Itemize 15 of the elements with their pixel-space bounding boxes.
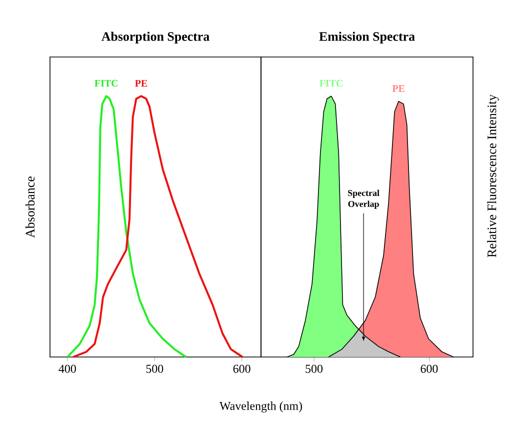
series-label: PE — [135, 80, 148, 87]
annotation: Spectral Overlap — [348, 190, 380, 209]
series-label: FITC — [94, 80, 118, 87]
x-tick-label: 500 — [306, 364, 323, 373]
x-axis-title: Wavelength (nm) — [220, 402, 302, 412]
chart-title: Emission Spectra — [319, 32, 415, 44]
x-tick-label: 600 — [233, 364, 250, 373]
y-axis-title: Absorbance — [25, 176, 35, 238]
x-tick-label: 400 — [58, 364, 76, 373]
x-tick-label: 500 — [146, 364, 164, 373]
series-label: FITC — [320, 80, 342, 87]
chart-title: Absorption Spectra — [101, 32, 210, 44]
y-axis-title: Relative Fluorescence Intensity — [487, 94, 499, 258]
x-tick-label: 600 — [420, 364, 438, 373]
series-label: PE — [392, 85, 404, 92]
